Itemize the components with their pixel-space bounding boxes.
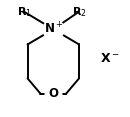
Text: O: O bbox=[48, 87, 58, 100]
Text: R$_2$: R$_2$ bbox=[72, 5, 86, 19]
Text: X$^-$: X$^-$ bbox=[100, 52, 119, 65]
Text: N$^+$: N$^+$ bbox=[44, 22, 63, 37]
Text: R$_1$: R$_1$ bbox=[17, 5, 31, 19]
